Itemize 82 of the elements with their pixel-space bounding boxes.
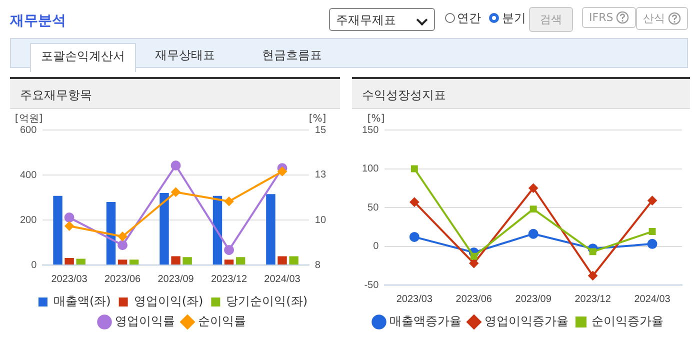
text: 검색: [529, 7, 573, 32]
point: [64, 222, 74, 231]
x-tick-label: 2024/03: [634, 294, 671, 305]
text: 산식: [636, 7, 688, 30]
legend-label: 영업이익률: [115, 314, 175, 328]
legend-label: 매출액(좌): [53, 294, 111, 308]
point: [410, 165, 418, 172]
text: IFRS: [582, 7, 636, 28]
bar: [118, 260, 128, 264]
point: [528, 184, 538, 193]
x-tick-label: 2023/12: [574, 294, 612, 305]
point: [470, 252, 478, 260]
bar: [53, 196, 62, 264]
point: [410, 198, 419, 207]
point: [171, 188, 180, 197]
legend-label: 당기순이익(좌): [226, 294, 308, 308]
y-tick-label: 600: [20, 124, 38, 136]
text: 분기: [502, 10, 526, 27]
point: [469, 258, 478, 268]
bar: [64, 258, 74, 264]
y-axis-title: [%]: [367, 114, 385, 125]
x-tick-label: 2023/03: [51, 274, 88, 285]
text: 연간: [457, 10, 481, 27]
point: [530, 206, 537, 213]
point: [409, 232, 420, 242]
legend-label: 순이익률: [198, 314, 246, 328]
bar: [289, 256, 298, 264]
y-tick-label: 100: [362, 164, 380, 174]
bar: [129, 260, 139, 264]
bar: [171, 256, 180, 264]
bar: [76, 258, 86, 264]
bar: [106, 202, 116, 264]
y-tick-label: 200: [20, 214, 38, 226]
chart-title: 수익성장성지표: [362, 87, 446, 104]
legend-label: 영업이익증가율: [484, 314, 568, 328]
x-tick-label: 2023/09: [158, 274, 194, 285]
x-tick-label: 2023/03: [396, 294, 433, 305]
y2-tick-label: 15: [314, 124, 326, 136]
point: [64, 212, 74, 223]
y2-tick-label: 8: [314, 260, 321, 271]
point: [647, 238, 658, 249]
y-tick-label: 150: [362, 124, 380, 136]
y-tick-label: 0: [373, 241, 380, 252]
bar: [266, 194, 276, 264]
y2-tick-label: 10: [314, 214, 326, 226]
point: [118, 232, 128, 241]
x-tick-label: 2023/09: [515, 294, 552, 305]
point: [118, 240, 128, 250]
legend-label: 매출액증가율: [390, 314, 462, 328]
text: 재무분석: [10, 12, 66, 30]
x-tick-label: 2023/06: [456, 294, 492, 305]
x-tick-label: 2023/12: [210, 274, 248, 285]
x-tick-label: 2023/06: [104, 274, 142, 285]
text: 재무상태표: [155, 47, 215, 64]
bar: [236, 257, 246, 264]
text: 포괄손익계산서: [30, 43, 136, 72]
chart-title: 주요재무항목: [20, 87, 92, 104]
y-tick-label: 0: [31, 260, 38, 271]
legend-label: 순이익증가율: [592, 314, 664, 328]
text: 주재무제표: [329, 8, 435, 31]
x-tick-label: 2024/03: [264, 274, 301, 285]
point: [648, 228, 656, 235]
y-tick-label: -50: [364, 280, 380, 291]
bar: [278, 256, 287, 264]
point: [648, 196, 657, 206]
point: [170, 160, 181, 170]
point: [528, 228, 538, 239]
point: [278, 166, 287, 176]
y2-axis-title: [%]: [308, 114, 326, 125]
y-tick-label: 50: [368, 202, 380, 214]
y2-tick-label: 13: [314, 170, 326, 181]
point: [588, 271, 598, 280]
y-axis-title: [억원]: [14, 114, 43, 125]
legend-label: 영업이익(좌): [134, 294, 204, 308]
point: [589, 248, 596, 256]
text: 현금흐름표: [262, 47, 322, 64]
point: [224, 244, 234, 255]
point: [224, 196, 234, 206]
bar: [160, 193, 169, 264]
bar: [182, 257, 192, 264]
bar: [224, 260, 234, 264]
y-tick-label: 400: [20, 170, 38, 181]
